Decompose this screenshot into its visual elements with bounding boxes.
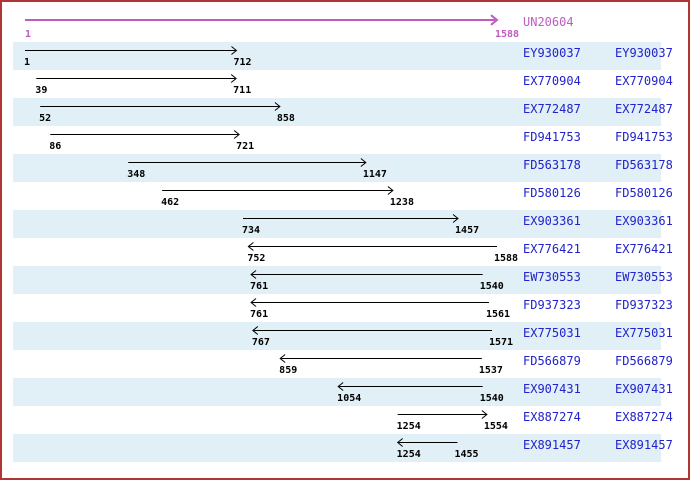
accession-link-secondary[interactable]: FD566879 [615,354,673,368]
end-coordinate: 1554 [483,421,508,432]
alignment-arrow [250,270,483,279]
alignment-arrow [250,298,489,307]
accession-link-secondary[interactable]: EW730553 [615,270,673,284]
reference-arrow [25,14,499,26]
alignment-arrow [50,130,240,139]
end-coordinate: 721 [236,141,255,152]
alignment-arrow [396,438,458,447]
end-coordinate: 1147 [362,169,387,180]
accession-link-secondary[interactable]: EX770904 [615,74,673,88]
end-coordinate: 712 [233,57,252,68]
alignment-row: 752 1588 EX776421 EX776421 [13,238,673,266]
accession-link[interactable]: EX772487 [523,102,581,116]
alignment-row: 767 1571 EX775031 EX775031 [13,322,673,350]
end-coordinate: 1457 [455,225,480,236]
accession-link-secondary[interactable]: EY930037 [615,46,673,60]
alignment-arrow [162,186,394,195]
start-coordinate: 752 [247,253,266,264]
reference-end-label: 1588 [495,29,520,40]
end-coordinate: 1588 [494,253,519,264]
accession-link-secondary[interactable]: FD580126 [615,186,673,200]
alignment-row: 1254 1554 EX887274 EX887274 [13,406,673,434]
start-coordinate: 348 [127,169,146,180]
start-coordinate: 39 [35,85,48,96]
alignment-row: 1254 1455 EX891457 EX891457 [13,434,673,462]
start-coordinate: 761 [250,309,269,320]
start-coordinate: 859 [279,365,298,376]
alignment-row: 1 712 EY930037 EY930037 [13,42,673,70]
start-coordinate: 1254 [396,449,421,460]
accession-link-secondary[interactable]: EX891457 [615,438,673,452]
end-coordinate: 1561 [485,309,511,320]
alignment-row: 734 1457 EX903361 EX903361 [13,210,673,238]
alignment-row: 859 1537 FD566879 FD566879 [13,350,673,378]
end-coordinate: 1571 [488,337,514,348]
accession-link[interactable]: FD941753 [523,130,581,144]
accession-link[interactable]: EY930037 [523,46,581,60]
end-coordinate: 1540 [479,393,504,404]
accession-link-secondary[interactable]: EX903361 [615,214,673,228]
alignment-arrow [243,214,459,223]
alignment-row: 39 711 EX770904 EX770904 [13,70,673,98]
accession-link[interactable]: FD566879 [523,354,581,368]
alignment-arrow [40,102,281,111]
alignment-row: 462 1238 FD580126 FD580126 [13,182,673,210]
alignment-arrow [252,326,492,335]
accession-link-secondary[interactable]: FD563178 [615,158,673,172]
alignment-row: 1054 1540 EX907431 EX907431 [13,378,673,406]
accession-link-secondary[interactable]: EX776421 [615,242,673,256]
accession-link[interactable]: EX770904 [523,74,581,88]
alignment-row: 761 1540 EW730553 EW730553 [13,266,673,294]
end-coordinate: 1540 [479,281,504,292]
reference-start-label: 1 [25,29,32,40]
accession-link[interactable]: EW730553 [523,270,581,284]
start-coordinate: 761 [250,281,269,292]
start-coordinate: 734 [242,225,261,236]
accession-link[interactable]: FD563178 [523,158,581,172]
end-coordinate: 1455 [454,449,479,460]
alignment-row: 86 721 FD941753 FD941753 [13,126,673,154]
accession-link[interactable]: EX907431 [523,382,581,396]
end-coordinate: 858 [276,113,295,124]
accession-link-secondary[interactable]: EX775031 [615,326,673,340]
end-coordinate: 1537 [478,365,503,376]
start-coordinate: 462 [161,197,180,208]
accession-link[interactable]: FD937323 [523,298,581,312]
reference-id-label: UN20604 [523,15,574,29]
alignment-arrow [247,242,497,251]
accession-link[interactable]: EX891457 [523,438,581,452]
alignment-row: 52 858 EX772487 EX772487 [13,98,673,126]
accession-link[interactable]: EX775031 [523,326,581,340]
start-coordinate: 86 [49,141,62,152]
alignment-arrow [25,46,238,55]
accession-link[interactable]: EX887274 [523,410,581,424]
alignment-arrow [397,410,488,419]
reference-row: 1 1588 UN20604 [2,4,688,42]
alignment-row: 348 1147 FD563178 FD563178 [13,154,673,182]
accession-link[interactable]: EX903361 [523,214,581,228]
alignment-arrow [337,382,483,391]
end-coordinate: 711 [233,85,252,96]
start-coordinate: 52 [39,113,52,124]
alignment-arrow [128,158,367,167]
start-coordinate: 1 [24,57,31,68]
accession-link-secondary[interactable]: FD937323 [615,298,673,312]
alignment-row: 761 1561 FD937323 FD937323 [13,294,673,322]
accession-link-secondary[interactable]: EX772487 [615,102,673,116]
alignment-arrow [36,74,237,83]
end-coordinate: 1238 [389,197,414,208]
accession-link-secondary[interactable]: FD941753 [615,130,673,144]
alignment-arrow [279,354,482,363]
accession-link-secondary[interactable]: EX907431 [615,382,673,396]
accession-link[interactable]: EX776421 [523,242,581,256]
start-coordinate: 767 [251,337,270,348]
accession-link[interactable]: FD580126 [523,186,581,200]
start-coordinate: 1254 [396,421,421,432]
start-coordinate: 1054 [337,393,362,404]
accession-link-secondary[interactable]: EX887274 [615,410,673,424]
